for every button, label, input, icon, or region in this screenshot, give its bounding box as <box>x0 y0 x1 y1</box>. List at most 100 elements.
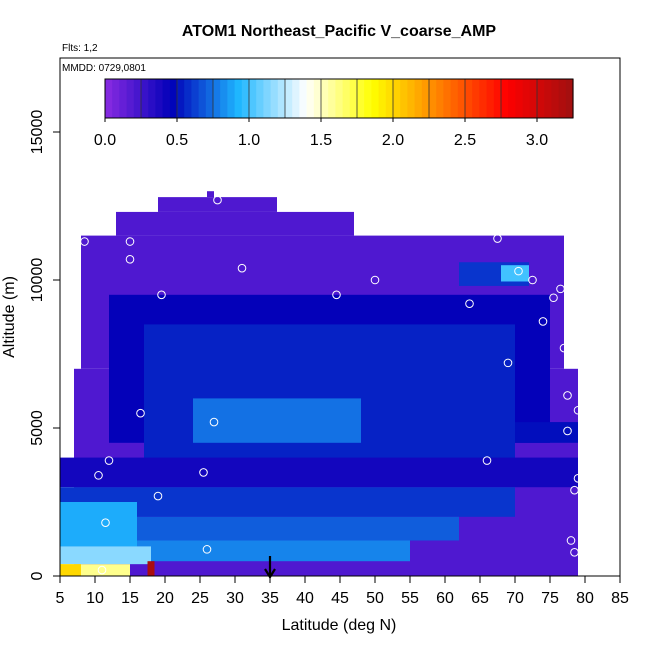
x-tick-label: 60 <box>436 590 454 607</box>
colorbar-frame <box>104 78 574 119</box>
data-point-12 <box>202 545 212 554</box>
colorbar-swatch-11 <box>184 79 192 118</box>
colorbar-swatch-31 <box>328 79 336 118</box>
colorbar-swatch-57 <box>515 79 524 118</box>
colorbar-swatch-45 <box>429 79 437 118</box>
colorbar-swatch-47 <box>443 79 452 118</box>
data-point-23 <box>528 275 537 285</box>
colorbar-swatch-49 <box>457 79 466 118</box>
colorbar-swatch-42 <box>407 79 416 118</box>
heatmap-cell-18 <box>60 564 81 576</box>
heatmap-cell-17 <box>60 564 130 576</box>
colorbar-swatch-10 <box>177 79 185 118</box>
x-tick-label: 20 <box>156 590 174 607</box>
colorbar-swatch-12 <box>191 79 200 118</box>
colorbar-swatch-27 <box>299 79 308 118</box>
colorbar-swatch-1 <box>112 79 120 118</box>
colorbar-swatch-8 <box>162 79 171 118</box>
colorbar-swatch-48 <box>450 79 459 118</box>
data-point-11 <box>199 468 208 477</box>
y-axis-label: Altitude (m) <box>1 276 18 358</box>
heatmap-cell-3 <box>158 197 277 212</box>
x-tick-label: 65 <box>471 590 489 607</box>
colorbar-swatch-0 <box>105 79 113 118</box>
data-point-27 <box>559 343 569 353</box>
data-point-22 <box>514 266 523 276</box>
colorbar-swatch-55 <box>501 79 509 118</box>
colorbar-swatch-34 <box>349 79 358 118</box>
colorbar-swatch-62 <box>551 79 560 118</box>
colorbar-tick-label: 1.5 <box>310 132 332 149</box>
colorbar-tick-label: 2.5 <box>454 132 476 149</box>
data-point-20 <box>493 234 502 243</box>
x-axis-label: Latitude (deg N) <box>282 617 397 634</box>
chart-title: ATOM1 Northeast_Pacific V_coarse_AMP <box>182 23 497 40</box>
data-point-28 <box>563 391 572 400</box>
x-tick-label: 45 <box>331 590 349 607</box>
colorbar-swatch-44 <box>421 79 430 118</box>
x-tick-label: 50 <box>366 590 384 607</box>
position-arrow <box>264 556 276 580</box>
colorbar-swatch-13 <box>198 79 207 118</box>
colorbar-swatch-64 <box>565 79 574 118</box>
x-tick-label: 30 <box>226 590 244 607</box>
data-point-0 <box>60 429 68 439</box>
colorbar-swatch-21 <box>256 79 264 118</box>
data-point-6 <box>125 237 135 246</box>
colorbar-swatch-40 <box>393 79 401 118</box>
data-point-24 <box>538 317 548 326</box>
colorbar-swatch-22 <box>263 79 272 118</box>
arrow-head <box>264 568 276 580</box>
data-point-4 <box>101 518 110 528</box>
colorbar: 0.0 0.5 1.0 1.5 2.0 2.5 3.0 <box>94 78 574 149</box>
x-tick-label: 85 <box>611 590 629 607</box>
colorbar-swatch-18 <box>234 79 243 118</box>
colorbar-swatch-3 <box>126 79 135 118</box>
x-tick-label: 25 <box>191 590 209 607</box>
data-point-5 <box>104 456 114 465</box>
colorbar-swatch-59 <box>529 79 538 118</box>
colorbar-swatch-56 <box>508 79 516 118</box>
data-point-25 <box>549 293 558 303</box>
mmdd-label: MMDD: 0729,0801 <box>62 63 146 74</box>
colorbar-swatch-29 <box>313 79 322 118</box>
data-point-21 <box>503 358 513 368</box>
colorbar-swatch-5 <box>141 79 149 118</box>
data-point-30 <box>566 536 576 545</box>
y-tick-label: 15000 <box>29 110 46 155</box>
colorbar-tick-label: 3.0 <box>526 132 548 149</box>
colorbar-swatch-46 <box>436 79 444 118</box>
colorbar-swatch-38 <box>378 79 387 118</box>
colorbar-swatch-24 <box>277 79 286 118</box>
colorbar-swatch-43 <box>414 79 423 118</box>
data-point-2 <box>94 471 103 480</box>
data-point-32 <box>570 485 579 495</box>
colorbar-swatch-58 <box>522 79 531 118</box>
colorbar-swatch-26 <box>292 79 300 118</box>
y-tick-label: 10000 <box>29 258 46 303</box>
colorbar-swatch-15 <box>213 79 221 118</box>
points-layer <box>60 195 583 575</box>
colorbar-swatch-54 <box>493 79 502 118</box>
x-axis: 5 10 15 20 25 30 35 40 45 50 55 60 65 70 75 80 85 <box>56 575 629 607</box>
x-tick-label: 35 <box>261 590 279 607</box>
y-axis: 0 5000 10000 15000 <box>29 110 61 580</box>
flights-label: Flts: 1,2 <box>62 43 98 54</box>
colorbar-swatch-41 <box>400 79 408 118</box>
x-tick-label: 10 <box>86 590 104 607</box>
colorbar-swatch-6 <box>148 79 156 118</box>
heatmap-cell-14 <box>515 422 578 443</box>
heatmap-cell-4 <box>207 191 214 198</box>
colorbar-tick-label: 0.0 <box>94 132 116 149</box>
x-tick-label: 5 <box>56 590 65 607</box>
x-tick-label: 55 <box>401 590 419 607</box>
colorbar-swatch-9 <box>169 79 178 118</box>
data-point-3 <box>97 565 107 575</box>
colorbar-swatch-14 <box>205 79 214 118</box>
colorbar-swatch-17 <box>227 79 236 118</box>
heatmap-layer <box>60 191 578 576</box>
colorbar-swatch-51 <box>472 79 480 118</box>
x-tick-label: 80 <box>576 590 594 607</box>
data-point-31 <box>570 548 579 557</box>
